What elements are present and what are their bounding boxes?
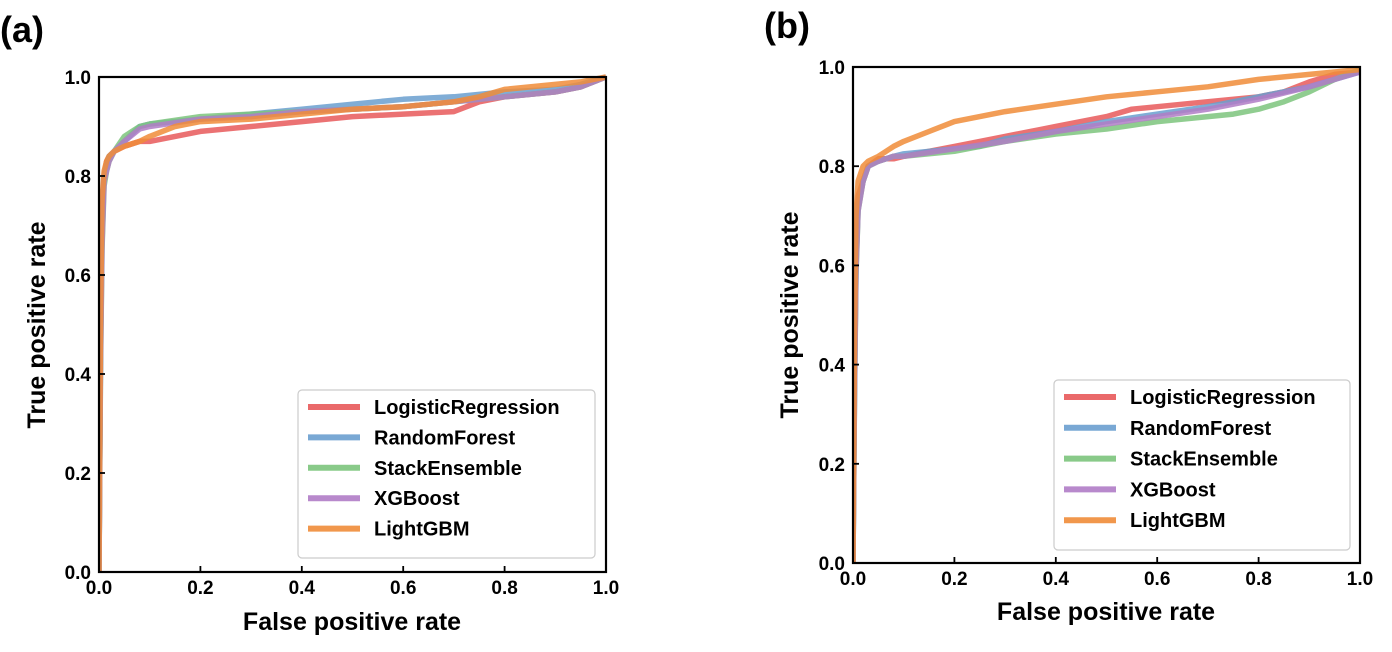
x-tick-label: 0.8 xyxy=(1245,569,1271,590)
legend-entry: LightGBM xyxy=(1130,510,1226,532)
y-tick-label: 0.2 xyxy=(819,455,845,476)
x-tick-label: 0.4 xyxy=(1043,569,1070,590)
x-axis-label: False positive rate xyxy=(997,598,1215,626)
y-tick-label: 0.8 xyxy=(65,167,91,188)
legend-entry: RandomForest xyxy=(1130,418,1271,440)
legend: LogisticRegression RandomForest StackEnsem… xyxy=(1053,379,1351,551)
x-tick-label: 0.0 xyxy=(840,569,866,590)
plot-frame xyxy=(851,65,1362,565)
legend-entry: LogisticRegression xyxy=(374,397,560,419)
y-axis-label: True positive rate xyxy=(776,211,804,418)
x-tick-label: 0.4 xyxy=(289,578,316,599)
legend-entry: StackEnsemble xyxy=(1130,449,1278,471)
y-tick-label: 0.0 xyxy=(65,563,91,584)
y-tick-label: 0.6 xyxy=(819,256,845,277)
legend-entry: StackEnsemble xyxy=(374,458,522,480)
legend-box xyxy=(297,389,596,559)
legend-entry: LogisticRegression xyxy=(1130,387,1316,409)
x-tick-label: 0.2 xyxy=(941,569,967,590)
x-tick-label: 1.0 xyxy=(593,578,619,599)
x-tick-label: 0.6 xyxy=(1144,569,1170,590)
series-line-lightgbm xyxy=(99,74,607,572)
y-tick-label: 0.8 xyxy=(819,157,845,178)
legend-entry: RandomForest xyxy=(374,427,515,449)
y-tick-label: 1.0 xyxy=(65,68,91,89)
y-tick-label: 0.4 xyxy=(819,356,846,377)
x-tick-label: 0.6 xyxy=(390,578,416,599)
series-lines xyxy=(853,66,1362,563)
legend-entry: LightGBM xyxy=(374,519,470,541)
legend: LogisticRegression RandomForest StackEnsem… xyxy=(297,389,596,559)
legend-entry: XGBoost xyxy=(1130,479,1216,501)
y-tick-label: 0.0 xyxy=(819,554,845,575)
x-tick-label: 0.2 xyxy=(187,578,213,599)
legend-box xyxy=(1053,379,1351,551)
y-axis-label: True positive rate xyxy=(23,221,51,428)
x-tick-label: 0.8 xyxy=(491,578,517,599)
chart-panel-a: (a) 0.0 0.2 0.4 0.6 0.8 1.0 0.0 0.2 0.4 0.6 0.8 1.0 F… xyxy=(0,9,619,636)
series-lines xyxy=(99,74,607,572)
y-tick-label: 0.6 xyxy=(65,266,91,287)
panel-label: (b) xyxy=(764,5,810,46)
x-tick-label: 0.0 xyxy=(86,578,112,599)
chart-panel-b: (b) 0.0 0.2 0.4 0.6 0.8 1.0 0.0 0.2 0.4 0.6 0.8 1.0 F… xyxy=(764,5,1373,626)
series-line-lightgbm xyxy=(853,66,1361,563)
y-tick-label: 0.2 xyxy=(65,464,91,485)
plot-frame xyxy=(97,75,608,574)
y-tick-label: 1.0 xyxy=(819,58,845,79)
x-axis-label: False positive rate xyxy=(243,608,461,636)
y-tick-label: 0.4 xyxy=(65,365,92,386)
panel-label: (a) xyxy=(0,9,44,50)
x-tick-label: 1.0 xyxy=(1347,569,1373,590)
legend-entry: XGBoost xyxy=(374,488,460,510)
